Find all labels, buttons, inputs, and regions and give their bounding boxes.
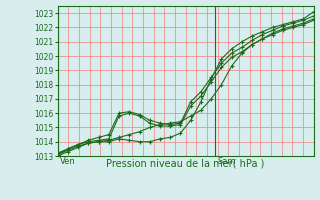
Text: Sam: Sam [218, 158, 236, 166]
X-axis label: Pression niveau de la mer( hPa ): Pression niveau de la mer( hPa ) [107, 159, 265, 169]
Text: Ven: Ven [60, 158, 76, 166]
